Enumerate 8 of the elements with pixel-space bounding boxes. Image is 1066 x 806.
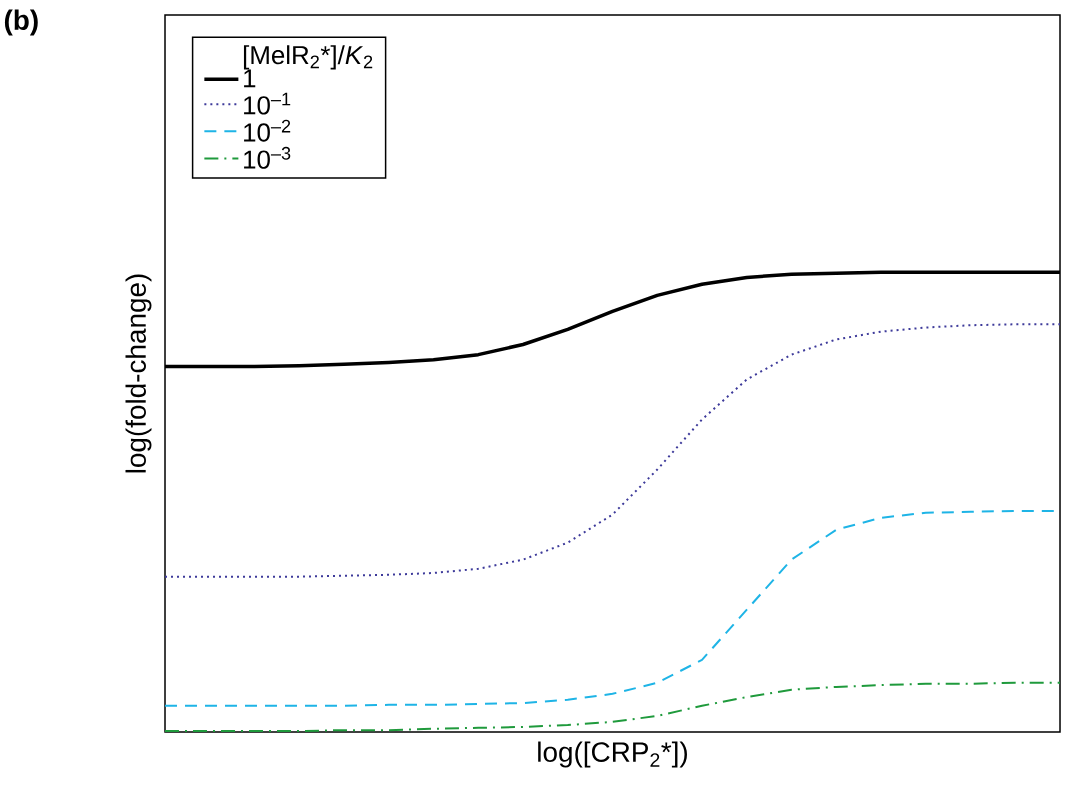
text: (b) [4,9,38,36]
legend-title: [MelR$_{2}$*]/K$_{2}$ [243,45,373,70]
legend-label: 1 [244,69,256,88]
legend-label: 10$^{–3}$ [244,146,291,169]
y-axis-title: log(fold-change) [125,274,152,473]
x-axis-title: log([CRP$_{2}$*]) [538,741,687,768]
legend-label: 10$^{–1}$ [244,92,291,115]
legend-label: 10$^{–2}$ [244,119,291,142]
